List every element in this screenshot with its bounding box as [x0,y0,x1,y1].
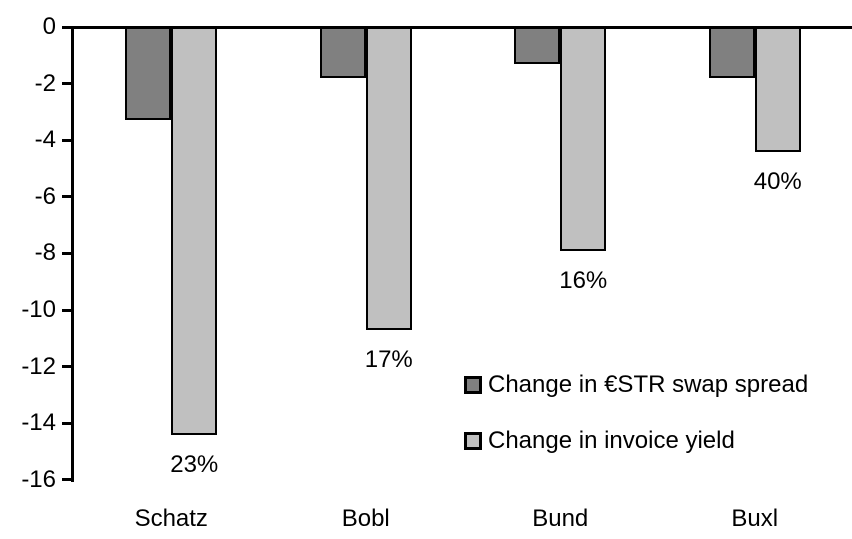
y-axis-tick [62,478,71,482]
y-axis-tick [62,251,71,255]
y-axis-tick [62,308,71,312]
x-axis-zero-line [71,26,852,29]
bar-bund-invoice-yield [560,27,607,251]
y-axis-label: -12 [21,352,56,380]
legend: Change in €STR swap spread Change in inv… [464,371,808,454]
legend-item-swap-spread: Change in €STR swap spread [464,371,808,398]
legend-label-invoice-yield: Change in invoice yield [488,427,735,454]
legend-swatch-swap-spread-icon [464,375,482,394]
y-axis-label: 0 [42,13,56,40]
y-axis-label: -6 [34,182,56,210]
y-axis-label: -2 [34,69,56,97]
y-axis-tick [62,421,71,425]
y-axis-line [71,26,74,482]
y-axis-tick [62,82,71,86]
x-axis-label-buxl: Buxl [731,505,779,532]
bar-value-label-bund: 16% [559,266,608,294]
x-axis-label-bund: Bund [532,505,589,532]
legend-item-invoice-yield: Change in invoice yield [464,427,808,454]
bar-value-label-schatz: 23% [170,450,219,478]
legend-label-swap-spread: Change in €STR swap spread [488,371,809,398]
y-axis-tick [62,25,71,29]
y-axis-label: -14 [21,409,56,437]
bar-bobl-invoice-yield [365,27,412,330]
bar-schatz-swap-spread [125,27,172,121]
y-axis-tick [62,138,71,142]
bar-buxl-swap-spread [708,27,755,78]
bar-value-label-buxl: 40% [753,167,802,195]
bar-value-label-bobl: 17% [364,345,413,373]
y-axis-tick [62,195,71,199]
bar-buxl-invoice-yield [754,27,801,152]
y-axis-label: -10 [21,296,56,323]
x-axis-label-schatz: Schatz [134,505,208,532]
bar-bund-swap-spread [514,27,561,64]
x-axis-label-bobl: Bobl [341,505,390,532]
y-axis-label: -8 [34,239,56,267]
y-axis-label: -16 [21,465,56,493]
bar-schatz-invoice-yield [171,27,218,435]
legend-swatch-invoice-yield-icon [464,431,482,450]
y-axis-tick [62,365,71,369]
bar-bobl-swap-spread [319,27,366,78]
y-axis-label: -4 [34,126,56,154]
